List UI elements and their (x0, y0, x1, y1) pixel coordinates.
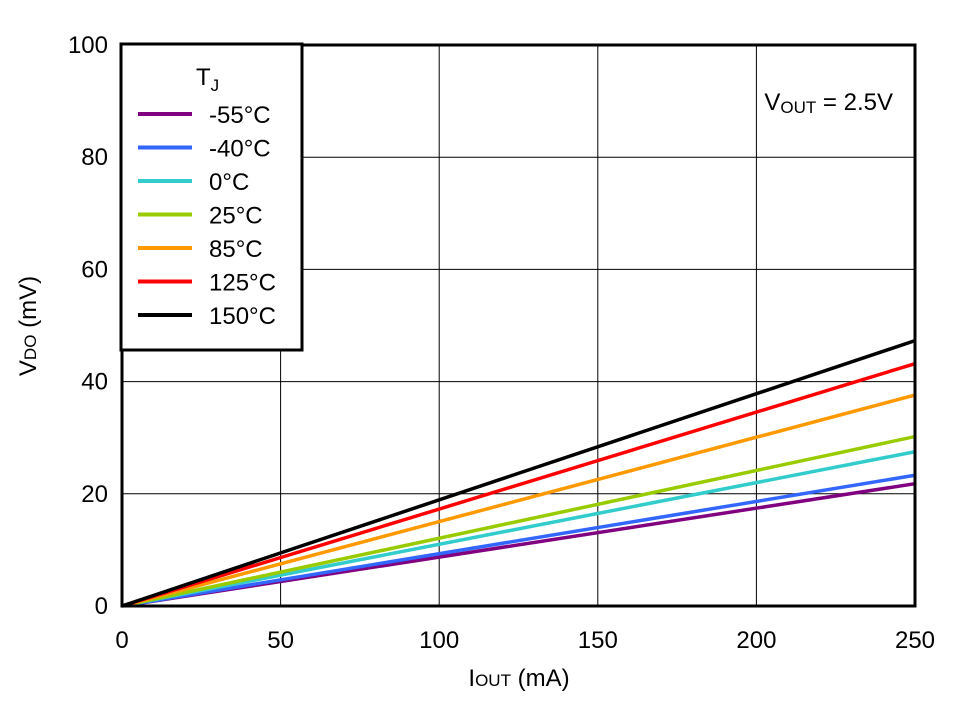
legend-label: 0°C (209, 169, 249, 196)
y-tick-label: 80 (81, 144, 108, 171)
series-line-85c (121, 393, 916, 608)
legend-label: 150°C (209, 303, 276, 330)
y-tick-label: 0 (95, 593, 108, 620)
y-tick-labels: 0 20 40 60 80 100 (68, 32, 108, 620)
series-line-125c (121, 361, 916, 608)
legend-label: 85°C (209, 236, 263, 263)
y-tick-label: 100 (68, 32, 108, 59)
x-tick-label: 200 (736, 627, 776, 654)
legend-label: -55°C (209, 102, 271, 129)
x-tick-labels: 0 50 100 150 200 250 (115, 627, 935, 654)
y-axis-label: VDO (mV) (15, 276, 42, 376)
legend-items: -55°C -40°C 0°C 25°C 85°C 125°C 150°C (138, 102, 276, 330)
series-lines (121, 338, 916, 608)
legend-label: -40°C (209, 136, 271, 163)
series-line-150c (121, 338, 916, 608)
x-tick-label: 150 (578, 627, 618, 654)
y-tick-label: 40 (81, 369, 108, 396)
legend-label: 125°C (209, 270, 276, 297)
y-tick-label: 60 (81, 256, 108, 283)
legend: TJ -55°C -40°C 0°C 25°C 85°C 125°C 150°C (119, 42, 304, 352)
x-tick-label: 250 (895, 627, 935, 654)
series-line-25c (121, 434, 916, 608)
series-line-0c (121, 450, 916, 608)
y-tick-label: 20 (81, 481, 108, 508)
x-tick-label: 100 (419, 627, 459, 654)
legend-box (119, 42, 304, 352)
x-tick-label: 0 (115, 627, 128, 654)
x-axis-label: IOUT (mA) (468, 665, 569, 692)
x-tick-label: 50 (267, 627, 294, 654)
legend-title: TJ (196, 64, 219, 95)
vout-annotation: VOUT = 2.5V (764, 89, 893, 117)
series-line-40c (121, 473, 916, 608)
legend-label: 25°C (209, 203, 263, 230)
